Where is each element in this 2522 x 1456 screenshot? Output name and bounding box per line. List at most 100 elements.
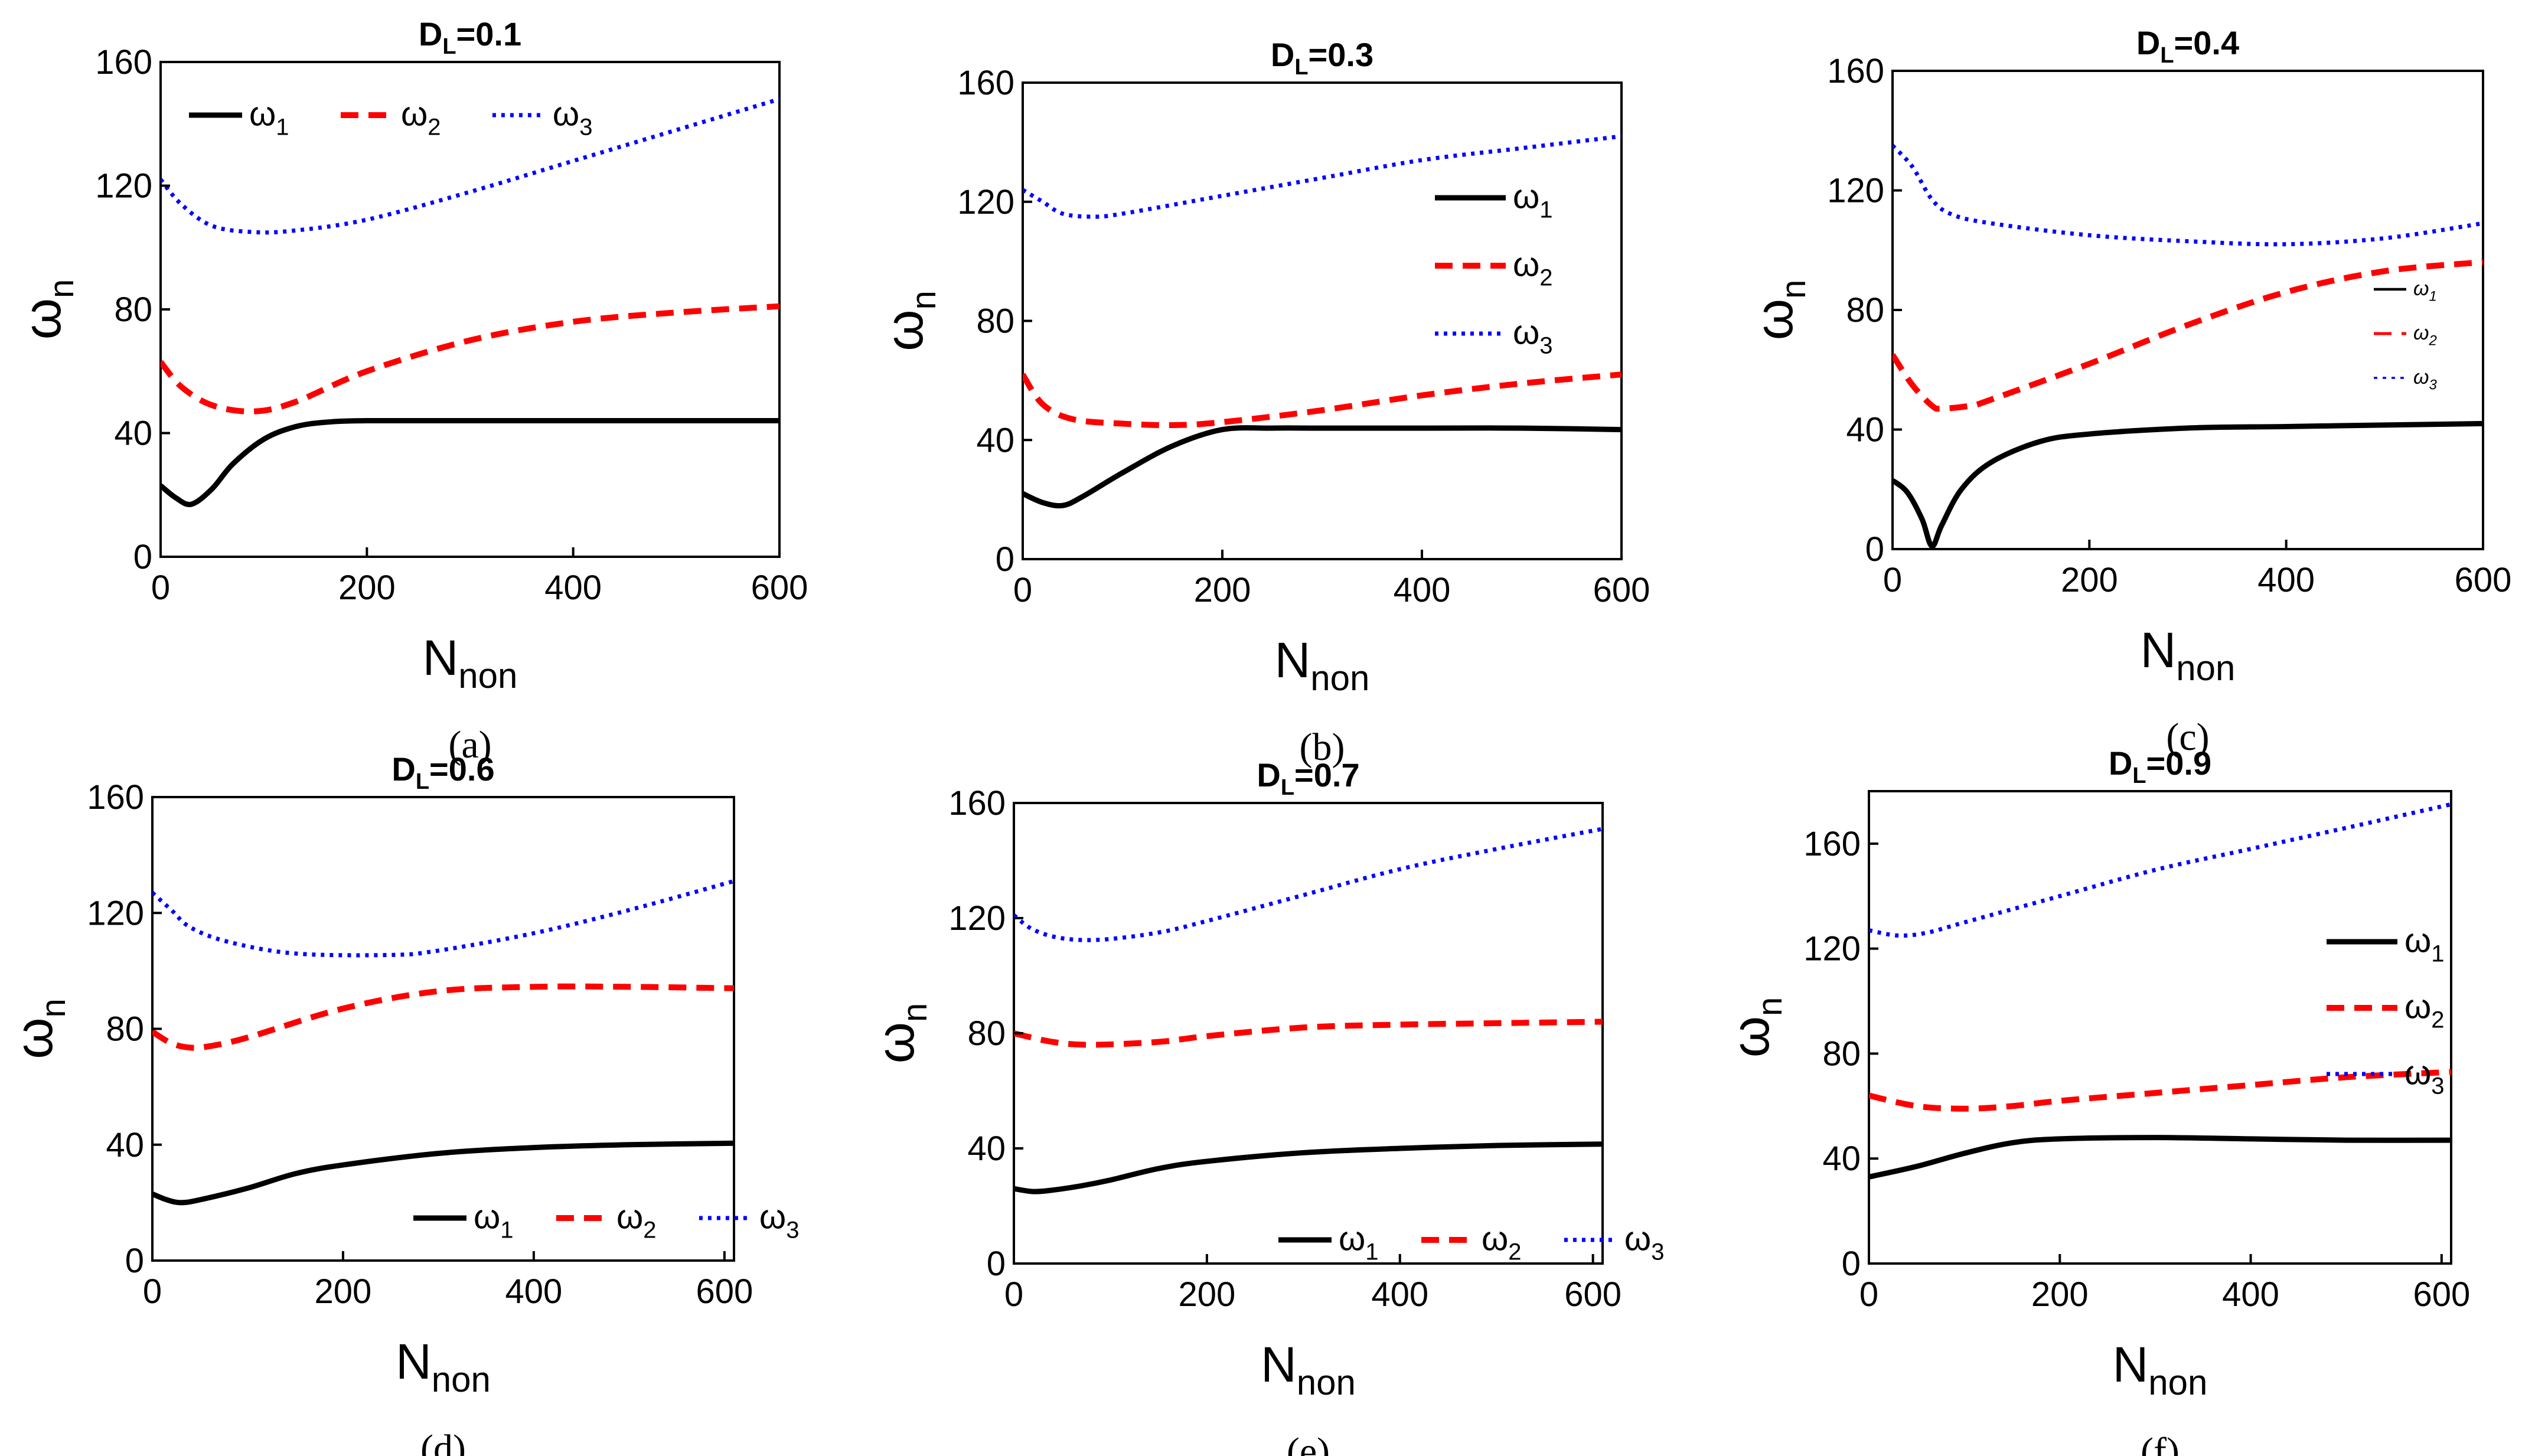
legend-label-3: ω3 <box>2413 366 2437 393</box>
legend-label-3: ω3 <box>553 94 593 140</box>
chart-title: DL=0.6 <box>391 750 494 794</box>
x-tick-label: 0 <box>1004 1275 1023 1314</box>
legend-label-3: ω3 <box>2404 1053 2445 1099</box>
y-tick-label: 160 <box>957 64 1014 102</box>
legend-label-2: ω2 <box>401 94 441 140</box>
y-tick-label: 0 <box>1865 530 1884 569</box>
y-axis-label: ωn <box>1745 280 1813 341</box>
legend-label-1: ω1 <box>1339 1219 1379 1265</box>
legend-label-1: ω1 <box>474 1197 514 1243</box>
svg-text:ωn: ωn <box>1721 997 1789 1058</box>
legend-label-3: ω3 <box>759 1197 800 1243</box>
y-tick-label: 120 <box>1827 172 1884 210</box>
y-tick-label: 120 <box>957 183 1014 221</box>
svg-text:ωn: ωn <box>13 279 81 340</box>
x-axis-label: Nnon <box>1261 1337 1356 1402</box>
y-tick-label: 40 <box>1822 1140 1861 1178</box>
y-tick-label: 0 <box>125 1242 144 1280</box>
series-line-3 <box>161 97 779 235</box>
series-line-3 <box>152 879 734 958</box>
svg-text:ωn: ωn <box>1745 280 1813 341</box>
x-tick-label: 200 <box>315 1272 372 1311</box>
y-tick-label: 80 <box>1846 291 1884 329</box>
panel-e: 0 200 400 600 0 40 80 120 160 DL=0.7 Nnon ωn (e) ω1 ω2… <box>866 756 1664 1456</box>
x-axis-label: Nnon <box>423 630 518 696</box>
x-tick-label: 400 <box>1394 571 1451 609</box>
panel-c: 0 200 400 600 0 40 80 120 160 DL=0.4 Nnon ωn (c) ω1 ω2… <box>1745 24 2511 759</box>
panel-label: (a) <box>448 723 491 766</box>
y-tick-label: 160 <box>1827 52 1884 90</box>
legend: ω1 ω2 ω3 <box>189 94 593 141</box>
series-line-2 <box>152 983 734 1051</box>
x-tick-label: 400 <box>1371 1275 1428 1314</box>
series-line-3 <box>1014 827 1603 942</box>
legend-label-3: ω3 <box>1513 313 1553 358</box>
legend-label-1: ω1 <box>1513 177 1553 223</box>
series-line-2 <box>1893 259 2483 412</box>
series-line-1 <box>1014 1141 1603 1194</box>
x-tick-label: 600 <box>751 569 808 607</box>
x-axis-label: Nnon <box>2141 622 2236 688</box>
svg-text:ωn: ωn <box>875 290 943 351</box>
x-tick-label: 600 <box>1593 571 1650 609</box>
legend: ω1 ω2 ω3 <box>1435 177 1553 359</box>
x-axis-label: Nnon <box>2113 1337 2208 1402</box>
legend-label-2: ω2 <box>1482 1219 1522 1265</box>
x-tick-label: 600 <box>2413 1275 2470 1314</box>
legend-label-2: ω2 <box>2404 987 2445 1033</box>
x-tick-label: 400 <box>544 569 602 607</box>
y-tick-label: 80 <box>976 302 1014 341</box>
series-line-3 <box>1869 802 2451 938</box>
y-tick-label: 40 <box>106 1126 144 1164</box>
series-line-1 <box>161 417 779 507</box>
y-tick-label: 80 <box>106 1010 144 1049</box>
legend-label-3: ω3 <box>1624 1219 1665 1265</box>
y-tick-label: 40 <box>114 414 152 453</box>
y-tick-label: 0 <box>996 540 1014 579</box>
panel-f: 0 200 400 600 0 40 80 120 160 DL=0.9 Nnon ωn (f) ω1 ω2… <box>1721 745 2470 1456</box>
chart-title: DL=0.3 <box>1271 36 1373 80</box>
x-tick-label: 0 <box>1013 571 1032 609</box>
x-tick-label: 400 <box>505 1272 563 1311</box>
y-axis-label: ωn <box>5 998 73 1059</box>
x-tick-label: 0 <box>151 569 170 607</box>
y-tick-label: 80 <box>114 290 152 329</box>
chart-title: DL=0.4 <box>2136 24 2239 68</box>
legend-label-1: ω1 <box>2404 921 2445 967</box>
series-line-3 <box>1023 134 1621 219</box>
panel-label: (c) <box>2166 716 2209 759</box>
legend-label-1: ω1 <box>249 94 289 140</box>
y-tick-label: 120 <box>1803 930 1861 968</box>
legend-label-2: ω2 <box>2413 322 2437 349</box>
x-tick-label: 200 <box>2061 561 2118 599</box>
series-line-1 <box>1893 420 2483 549</box>
series-line-2 <box>1023 371 1621 429</box>
legend: ω1 ω2 ω3 <box>1278 1219 1664 1265</box>
y-tick-label: 120 <box>87 894 144 932</box>
plot-frame <box>1013 802 1604 1265</box>
plot-frame <box>1891 70 2484 550</box>
plot-frame <box>1868 790 2452 1265</box>
chart-title: DL=0.1 <box>419 15 521 59</box>
panel-label: (f) <box>2141 1430 2180 1456</box>
chart-title: DL=0.7 <box>1257 756 1359 800</box>
y-tick-label: 40 <box>1846 411 1884 449</box>
y-tick-label: 160 <box>1803 825 1861 863</box>
x-tick-label: 0 <box>143 1272 162 1311</box>
chart-title: DL=0.9 <box>2109 745 2211 788</box>
y-tick-label: 160 <box>95 43 152 81</box>
panel-b: 0 200 400 600 0 40 80 120 160 DL=0.3 Nnon ωn (b) ω1 ω2… <box>875 36 1650 769</box>
x-tick-label: 200 <box>338 569 396 607</box>
x-axis-label: Nnon <box>1275 632 1370 698</box>
series-line-1 <box>152 1140 734 1206</box>
y-axis-label: ωn <box>13 279 81 340</box>
legend-label-2: ω2 <box>616 1197 657 1243</box>
x-axis-label: Nnon <box>396 1334 491 1399</box>
series-line-2 <box>161 303 779 414</box>
y-tick-label: 120 <box>948 899 1006 938</box>
x-tick-label: 200 <box>1194 571 1251 609</box>
x-tick-label: 600 <box>696 1272 753 1311</box>
x-tick-label: 600 <box>2455 561 2512 599</box>
x-tick-label: 200 <box>2031 1275 2089 1314</box>
y-tick-label: 40 <box>967 1129 1006 1168</box>
